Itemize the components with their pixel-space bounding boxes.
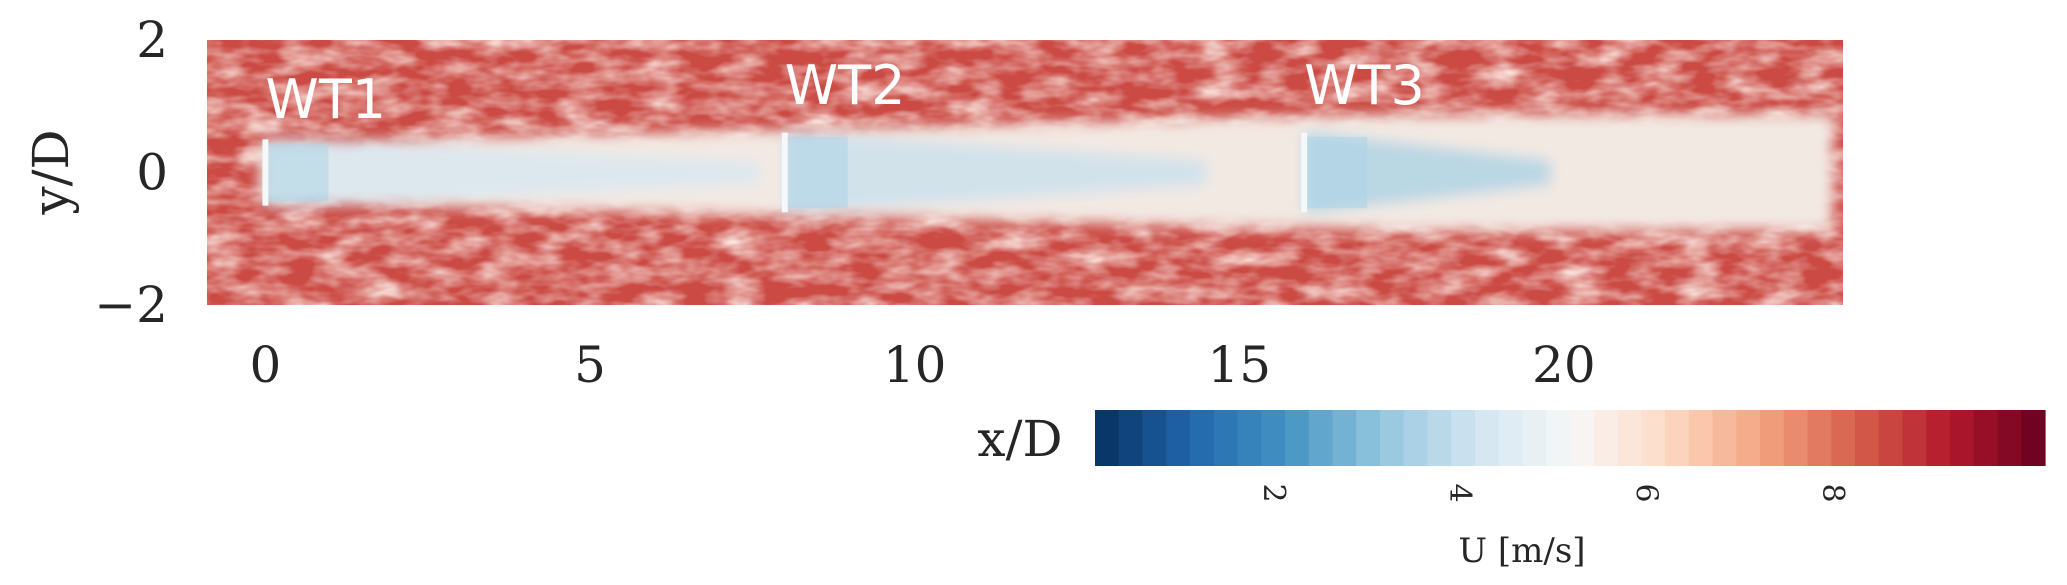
- colorbar-level: [1427, 410, 1452, 466]
- rotor-shading: [262, 132, 1368, 213]
- colorbar-level: [1546, 410, 1571, 466]
- colorbar-tick-label: 8: [1815, 483, 1850, 502]
- colorbar-level: [1332, 410, 1357, 466]
- wake-deficit-1: [265, 136, 759, 209]
- colorbar-level: [1736, 410, 1761, 466]
- wake-deficit-2: [784, 131, 1207, 214]
- colorbar-level: [1570, 410, 1595, 466]
- colorbar-level: [1403, 410, 1429, 466]
- x-axis-label: x/D: [977, 410, 1062, 468]
- x-tick-label: 0: [250, 336, 282, 394]
- colorbar-level: [1950, 410, 1975, 466]
- colorbar-tick-label: 2: [1256, 483, 1291, 502]
- near-wake-3: [1307, 136, 1368, 209]
- y-tick-label: −2: [94, 276, 168, 334]
- colorbar-level: [1831, 410, 1856, 466]
- colorbar-level: [1356, 410, 1381, 466]
- colorbar-level: [1308, 410, 1334, 466]
- x-tick-label: 20: [1532, 336, 1596, 394]
- colorbar-level: [1641, 410, 1666, 466]
- rotor-disk-1: [262, 139, 269, 206]
- y-axis-ticks: 2 0 −2: [94, 11, 168, 334]
- colorbar-level: [1783, 410, 1809, 466]
- colorbar-level: [1807, 410, 1832, 466]
- colorbar-level: [1142, 410, 1167, 466]
- contour-plot-area: [207, 40, 1843, 305]
- colorbar-level: [1617, 410, 1642, 466]
- colorbar-level: [1878, 410, 1904, 466]
- colorbar-level: [1166, 410, 1191, 466]
- y-tick-label: 0: [136, 144, 168, 202]
- colorbar-tick-label: 6: [1629, 483, 1664, 502]
- colorbar-level: [1380, 410, 1405, 466]
- colorbar-level: [1285, 410, 1310, 466]
- colorbar-level: [1973, 410, 1999, 466]
- x-tick-label: 15: [1207, 336, 1271, 394]
- near-wake-2: [787, 136, 848, 209]
- y-axis-label: y/D: [22, 129, 80, 215]
- colorbar-level: [1451, 410, 1476, 466]
- rotor-disk-2: [781, 132, 788, 213]
- colorbar-level: [1712, 410, 1737, 466]
- colorbar-ticks: 2 4 6 8: [1256, 483, 1850, 502]
- colorbar-label: U [m/s]: [1458, 531, 1585, 571]
- rotor-disk-3: [1301, 132, 1308, 213]
- turbine-label-wt2: WT2: [785, 54, 906, 117]
- turbine-label-wt1: WT1: [265, 68, 386, 131]
- colorbar-level: [1213, 410, 1239, 466]
- turbine-label-wt3: WT3: [1304, 54, 1425, 117]
- colorbar-level: [1926, 410, 1951, 466]
- colorbar: [1095, 410, 2046, 466]
- colorbar-level: [1261, 410, 1286, 466]
- colorbar-level: [1855, 410, 1880, 466]
- colorbar-level: [1190, 410, 1215, 466]
- y-tick-label: 2: [136, 11, 168, 69]
- colorbar-level: [1522, 410, 1547, 466]
- colorbar-level: [1760, 410, 1785, 466]
- x-axis-ticks: 0 5 10 15 20: [250, 336, 1596, 394]
- colorbar-level: [1498, 410, 1524, 466]
- colorbar-level: [1688, 410, 1714, 466]
- colorbar-level: [1902, 410, 1927, 466]
- x-tick-label: 10: [883, 336, 947, 394]
- colorbar-level: [1475, 410, 1500, 466]
- colorbar-level: [1237, 410, 1262, 466]
- near-wake-1: [268, 143, 329, 202]
- colorbar-level: [1997, 410, 2022, 466]
- colorbar-level: [2021, 410, 2046, 466]
- colorbar-tick-label: 4: [1442, 483, 1477, 502]
- turbine-labels: WT1 WT2 WT3: [265, 54, 1424, 131]
- colorbar-level: [1118, 410, 1144, 466]
- colorbar-level: [1593, 410, 1619, 466]
- colorbar-level: [1095, 410, 1120, 466]
- x-tick-label: 5: [574, 336, 606, 394]
- colorbar-level: [1665, 410, 1690, 466]
